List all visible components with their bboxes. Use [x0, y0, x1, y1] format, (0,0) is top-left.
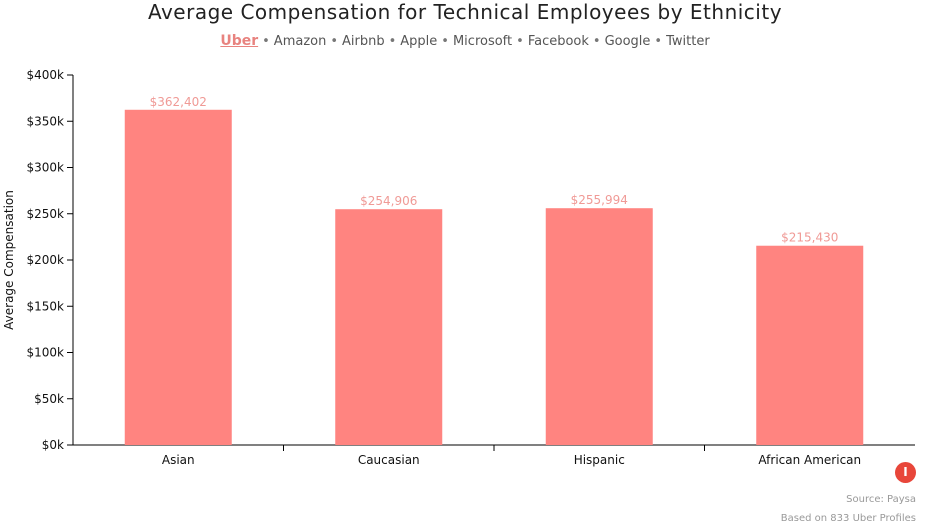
y-tick-label: $350k	[27, 114, 65, 128]
separator: •	[388, 34, 397, 49]
company-link-airbnb[interactable]: Airbnb	[342, 34, 385, 49]
y-tick-label: $0k	[42, 438, 64, 452]
separator: •	[262, 34, 270, 49]
y-tick-label: $200k	[27, 253, 65, 267]
company-link-microsoft[interactable]: Microsoft	[452, 34, 513, 49]
bar-asian	[124, 109, 232, 446]
company-link-google[interactable]: Google	[604, 34, 651, 49]
separator: •	[654, 34, 663, 49]
x-tick-label: Asian	[162, 453, 195, 467]
source-text: Source: Paysa	[846, 494, 916, 505]
y-tick-label: $250k	[27, 207, 65, 221]
separator: •	[441, 34, 449, 49]
company-link-twitter[interactable]: Twitter	[666, 34, 710, 49]
y-tick-label: $400k	[27, 68, 65, 82]
data-label: $255,994	[571, 193, 628, 207]
x-tick-label: Hispanic	[574, 453, 625, 467]
bar-hispanic	[545, 208, 653, 445]
separator: •	[330, 34, 339, 49]
data-label: $254,906	[360, 194, 417, 208]
source-note: Source: Paysa Based on 833 Uber Profiles	[781, 490, 916, 523]
x-tick-label: Caucasian	[358, 453, 420, 467]
data-label: $215,430	[781, 231, 838, 245]
y-axis-label: Average Compensation	[2, 190, 16, 330]
paysa-logo-icon: I	[895, 462, 916, 483]
chart-title: Average Compensation for Technical Emplo…	[147, 0, 783, 24]
company-link-apple[interactable]: Apple	[400, 34, 438, 49]
y-tick-label: $100k	[27, 346, 65, 360]
y-tick-label: $300k	[27, 161, 65, 175]
profiles-note: Based on 833 Uber Profiles	[780, 513, 916, 523]
x-tick-label: African American	[758, 453, 861, 467]
company-link-facebook[interactable]: Facebook	[527, 34, 589, 49]
data-label: $362,402	[150, 95, 207, 109]
company-link-amazon[interactable]: Amazon	[273, 34, 327, 49]
bar-african-american	[756, 245, 864, 445]
company-link-uber[interactable]: Uber	[220, 33, 259, 49]
y-tick-label: $150k	[27, 299, 65, 313]
separator: •	[516, 34, 524, 49]
company-nav: Uber • Amazon • Airbnb • Apple • Microsoft • Faceb…	[0, 33, 930, 49]
bar-caucasian	[335, 209, 443, 445]
y-tick-label: $50k	[34, 392, 64, 406]
separator: •	[592, 34, 601, 49]
